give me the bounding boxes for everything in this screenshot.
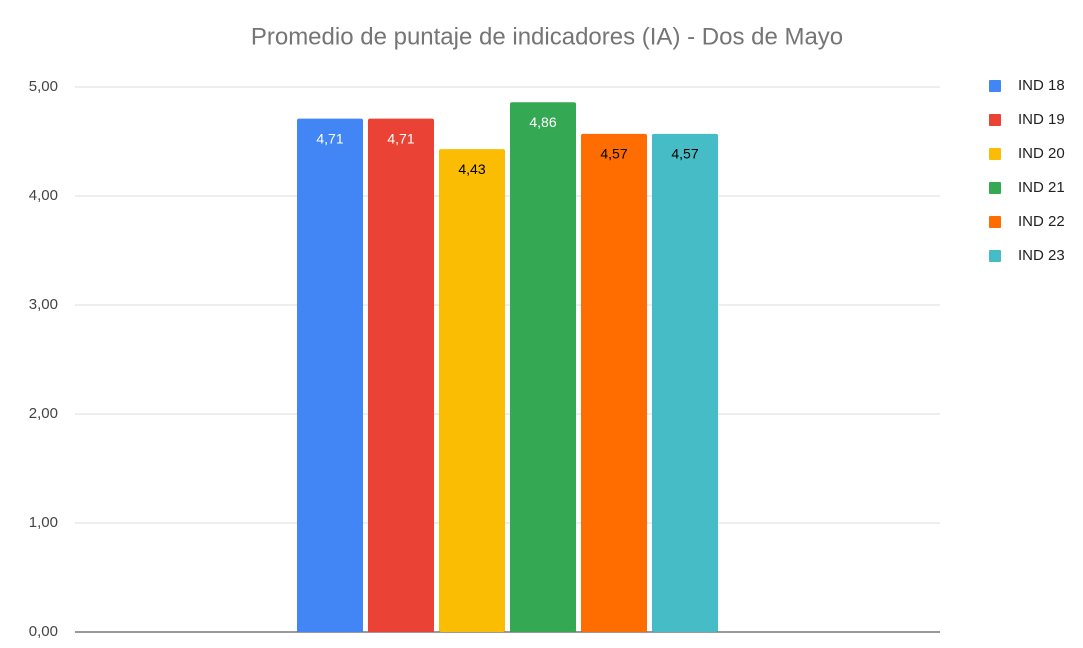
y-tick-label: 5,00	[29, 78, 58, 95]
data-label: 4,71	[316, 130, 343, 146]
data-label: 4,71	[387, 130, 414, 146]
legend-label: IND 19	[1018, 111, 1065, 128]
legend-label: IND 20	[1018, 145, 1065, 162]
chart-title: Promedio de puntaje de indicadores (IA) …	[251, 23, 843, 50]
legend-label: IND 18	[1018, 77, 1065, 94]
data-label: 4,86	[529, 114, 556, 130]
bar	[439, 149, 505, 632]
bar	[368, 118, 434, 633]
legend-label: IND 21	[1018, 179, 1065, 196]
bar	[297, 118, 363, 633]
legend-swatch	[989, 250, 1001, 262]
legend-label: IND 22	[1018, 213, 1065, 230]
bar	[581, 133, 647, 632]
data-label: 4,43	[458, 161, 485, 177]
data-label: 4,57	[671, 146, 698, 162]
y-tick-label: 2,00	[29, 405, 58, 422]
y-tick-label: 0,00	[29, 623, 58, 640]
data-label: 4,57	[600, 146, 627, 162]
legend-swatch	[989, 182, 1001, 194]
y-tick-label: 4,00	[29, 187, 58, 204]
legend-swatch	[989, 216, 1001, 228]
bar	[652, 133, 718, 632]
legend-swatch	[989, 148, 1001, 160]
legend-swatch	[989, 80, 1001, 92]
legend-swatch	[989, 114, 1001, 126]
legend-label: IND 23	[1018, 247, 1065, 264]
y-tick-label: 3,00	[29, 296, 58, 313]
bar	[510, 102, 576, 632]
y-tick-label: 1,00	[29, 514, 58, 531]
